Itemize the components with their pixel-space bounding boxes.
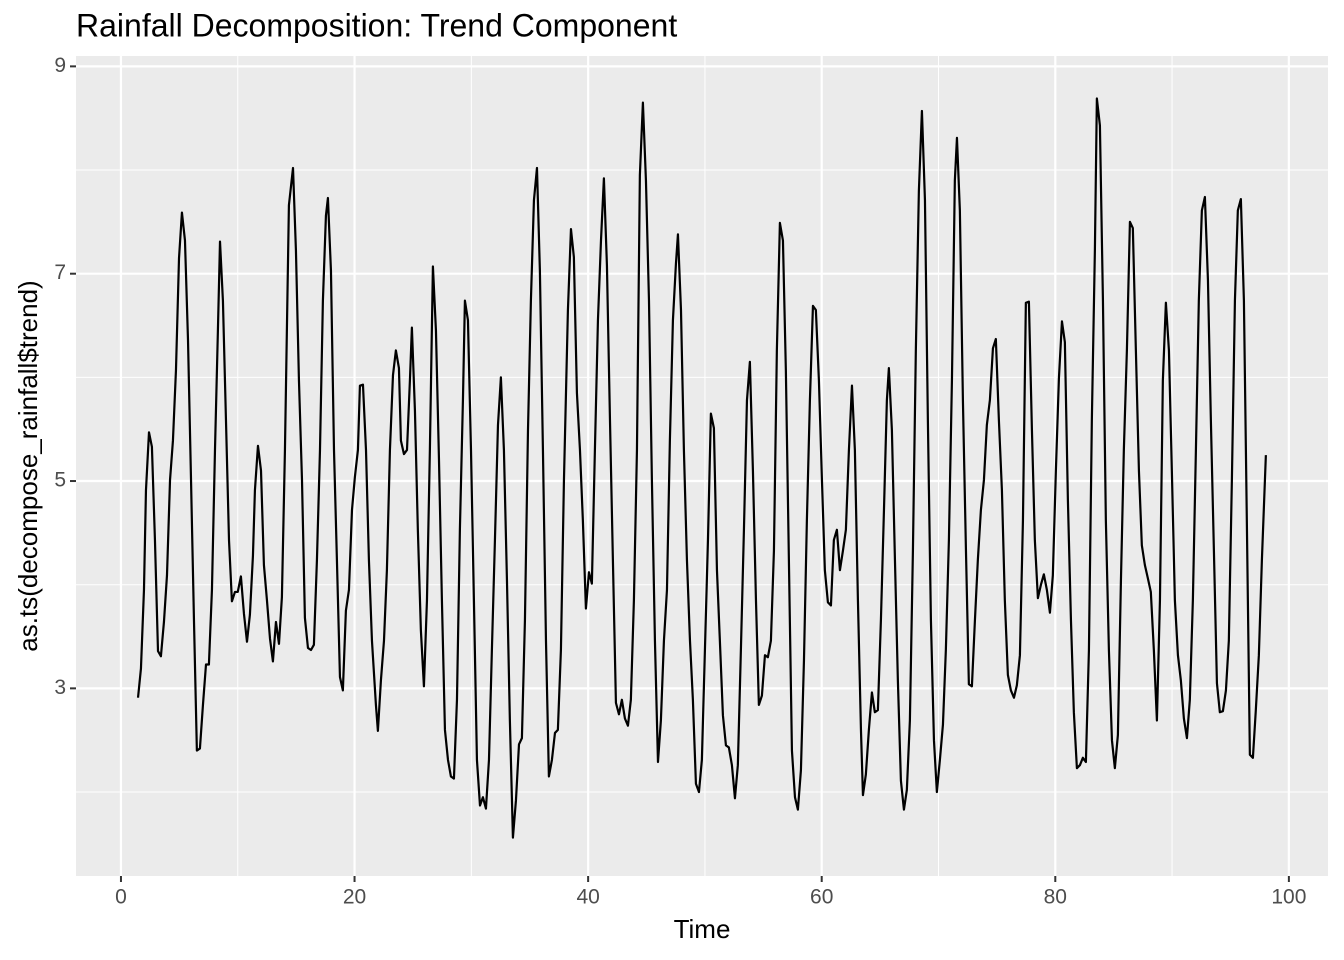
x-tick-label: 0 <box>115 886 127 909</box>
axes: 3 5 7 9 0 20 40 60 80 100 <box>54 54 1306 909</box>
x-tick-label: 60 <box>810 886 833 909</box>
trend-line <box>136 97 1267 839</box>
marks <box>136 97 1267 839</box>
y-tick-label: 9 <box>54 54 66 77</box>
x-tick-label: 100 <box>1271 886 1306 909</box>
y-tick-label: 3 <box>54 676 66 699</box>
y-axis-title: as.ts(decompose_rainfall$trend) <box>13 280 43 651</box>
x-tick-label: 40 <box>576 886 599 909</box>
x-tick-label: 20 <box>343 886 366 909</box>
x-tick-label: 80 <box>1044 886 1067 909</box>
y-tick-label: 5 <box>54 469 66 492</box>
x-axis-title: Time <box>674 914 731 944</box>
y-tick-label: 7 <box>54 261 66 284</box>
chart-title: Rainfall Decomposition: Trend Component <box>76 7 677 43</box>
